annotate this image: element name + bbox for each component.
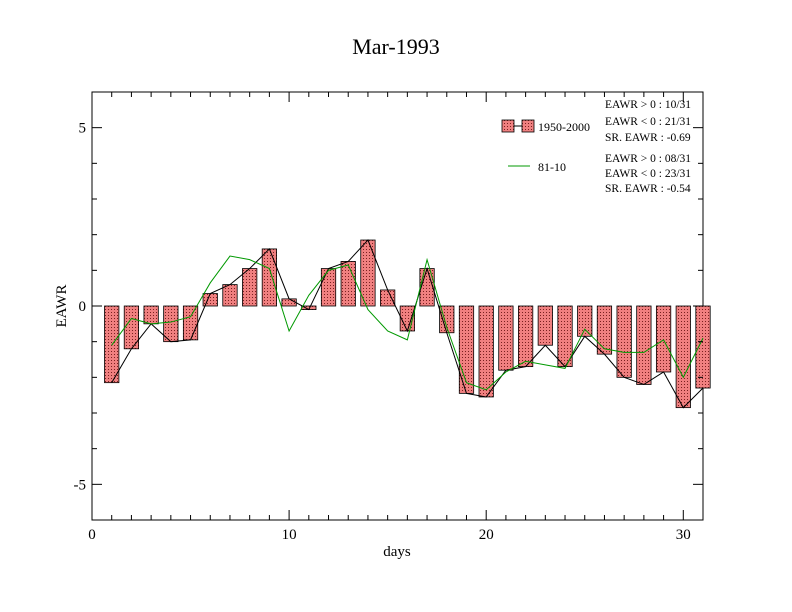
bar-day-21 [498,305,514,371]
bar-day-9 [261,248,277,307]
x-tick-label-20: 20 [479,527,494,543]
series-line-81-10 [111,255,704,391]
bar-day-26 [596,305,613,355]
bar-day-28 [636,305,652,385]
bar-day-1 [104,305,120,384]
bar-day-19 [458,305,475,394]
bar-day-31 [695,305,711,389]
y-tick-label-0: 0 [79,299,87,315]
bar-day-13 [340,261,356,307]
bar-day-7 [222,284,238,307]
bar-day-17 [419,268,435,307]
y-tick-label-5: 5 [79,121,87,137]
bar-day-23 [537,305,553,346]
x-axis-label: days [383,544,411,560]
stat-positive-81-10: EAWR > 0 : 08/31 [605,153,691,165]
bar-day-5 [182,305,199,341]
stat-sr-1950-2000: SR. EAWR : -0.69 [605,132,691,144]
bar-day-3 [143,305,159,325]
bar-day-27 [616,305,632,378]
y-tick-label--5: -5 [74,477,87,493]
chart-title: Mar-1993 [352,34,440,59]
bar-day-30 [675,305,691,409]
stat-sr-81-10: SR. EAWR : -0.54 [605,183,691,195]
x-tick-label-30: 30 [676,527,691,543]
legend-swatch-bar-1950-2000 [501,119,515,133]
stats-block-1950-2000: EAWR > 0 : 10/31 EAWR < 0 : 21/31 SR. EA… [605,99,691,144]
x-tick-label-0: 0 [88,527,96,543]
bar-day-10 [281,298,297,307]
bar-day-4 [163,305,179,343]
bar-day-29 [655,305,672,373]
ticks-layer: 0 10 20 30 -5 0 5 [74,91,704,543]
legend-entry-81-10: 81-10 [508,160,566,174]
bar-day-22 [518,305,534,368]
y-axis-label: EAWR [54,285,70,328]
bar-day-12 [320,268,337,307]
lines-layer [111,239,704,409]
legend-entry-1950-2000: 1950-2000 [501,119,590,134]
x-tick-label-10: 10 [282,527,297,543]
series-line-1950-2000 [111,239,704,409]
stat-positive-1950-2000: EAWR > 0 : 10/31 [605,99,691,111]
bars-layer [104,239,711,409]
bar-day-20 [478,305,494,398]
stats-block-81-10: EAWR > 0 : 08/31 EAWR < 0 : 23/31 SR. EA… [605,153,691,195]
bar-day-25 [577,305,593,337]
legend-swatch-bar-1950-2000-right [521,119,535,133]
stat-negative-1950-2000: EAWR < 0 : 21/31 [605,116,691,128]
bar-day-15 [380,289,396,307]
bar-day-8 [242,268,258,307]
legend-label-81-10: 81-10 [538,160,566,174]
legend-label-1950-2000: 1950-2000 [538,120,590,134]
bar-day-14 [360,239,376,307]
legend: 1950-2000 81-10 [501,119,590,174]
stat-negative-81-10: EAWR < 0 : 23/31 [605,168,691,180]
